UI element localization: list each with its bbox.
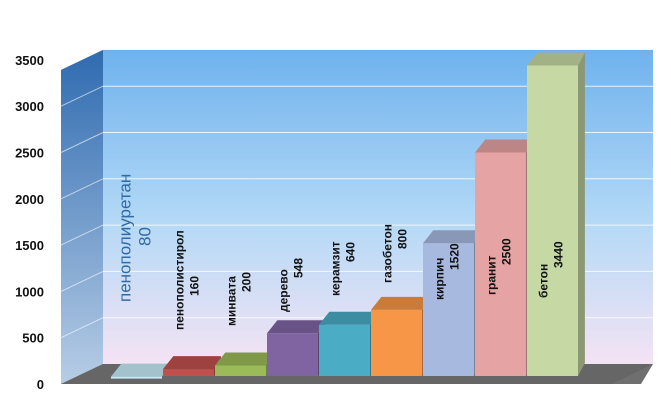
bar-минвата <box>215 352 273 376</box>
bar-value-label: 800 <box>396 229 410 249</box>
bar-category-label: кирпич <box>433 258 447 300</box>
bar-front <box>215 365 266 376</box>
bar-category-label: дерево <box>277 269 291 312</box>
bar-labels: пенополиуретан 80 пенополистирол 160 минвата… <box>116 174 566 330</box>
bar-front <box>163 369 214 376</box>
gridline-side <box>60 178 104 200</box>
bar-value-label: 2500 <box>500 238 514 265</box>
bar-керамзит <box>319 311 377 376</box>
gridline-side <box>60 224 104 246</box>
bar-front <box>111 376 162 379</box>
bar-front <box>319 324 370 376</box>
bar-value-label: 640 <box>344 242 358 262</box>
bar-value-label: 80 <box>136 227 155 246</box>
bar-front <box>267 333 318 376</box>
y-tick-label: 2000 <box>15 192 44 207</box>
y-tick-label: 0 <box>37 377 44 392</box>
bar-top <box>371 296 429 310</box>
bar-top <box>215 352 273 366</box>
y-axis: 0 500 1000 1500 2000 2500 3000 3500 <box>15 53 44 392</box>
y-tick-label: 1000 <box>15 284 44 299</box>
bar-value-label: 548 <box>292 258 306 278</box>
bar-top <box>267 320 325 334</box>
gridline-side <box>60 317 104 339</box>
bar-газобетон <box>371 296 429 376</box>
gridline-side <box>60 270 104 292</box>
bar-category-label: минвата <box>225 276 239 326</box>
bar-category-label: пенополистирол <box>173 230 187 330</box>
side-wall <box>61 49 103 385</box>
bar-category-label: бетон <box>537 264 551 298</box>
bar-top <box>475 139 533 153</box>
bar-дерево <box>267 320 325 376</box>
y-tick-label: 2500 <box>15 146 44 161</box>
bar-category-label: газобетон <box>381 224 395 283</box>
gridline-side <box>60 85 104 107</box>
bar-category-label: пенополиуретан <box>116 174 135 302</box>
bar-value-label: 1520 <box>448 243 462 270</box>
bar-top <box>111 363 169 377</box>
bar-top <box>163 356 221 370</box>
bar-category-label: керамзит <box>329 241 343 296</box>
bar-value-label: 3440 <box>552 241 566 268</box>
y-tick-label: 500 <box>22 331 44 346</box>
bar-front <box>371 309 422 376</box>
bar-side <box>578 52 585 377</box>
y-tick-label: 1500 <box>15 238 44 253</box>
y-tick-label: 3000 <box>15 99 44 114</box>
gridline-side <box>60 39 104 61</box>
bar-front <box>475 152 526 376</box>
bar-top <box>527 52 585 66</box>
bar-top <box>319 311 377 325</box>
bar-top <box>423 230 481 244</box>
bar-value-label: 160 <box>188 276 202 296</box>
gridline-side <box>60 132 104 153</box>
bar-гранит <box>475 139 533 376</box>
y-tick-label: 3500 <box>15 53 44 68</box>
bar-front <box>527 65 578 377</box>
bar-category-label: гранит <box>485 255 499 295</box>
bar-пенополистирол <box>163 356 221 376</box>
bars <box>111 52 585 379</box>
bar-бетон <box>527 52 585 377</box>
bar-front <box>423 243 474 376</box>
bar-value-label: 200 <box>240 272 254 292</box>
